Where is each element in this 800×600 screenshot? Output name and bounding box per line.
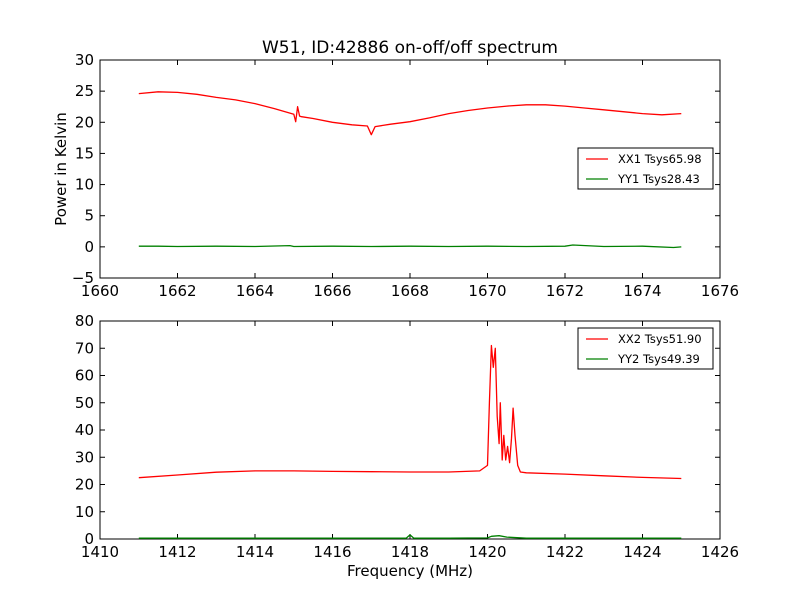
x-tick-label: 1668 — [391, 282, 429, 300]
y-tick-label: 25 — [75, 82, 94, 100]
x-tick-label: 1416 — [313, 543, 351, 561]
x-tick-label: 1662 — [158, 282, 196, 300]
legend-label: XX1 Tsys65.98 — [618, 152, 702, 166]
x-tick-label: 1674 — [623, 282, 661, 300]
legend-label: YY1 Tsys28.43 — [617, 172, 700, 186]
series-line-yy2 — [138, 534, 682, 539]
x-tick-label: 1666 — [313, 282, 351, 300]
legend-box — [577, 147, 714, 190]
y-tick-label: −5 — [72, 269, 94, 287]
y-tick-label: 20 — [75, 113, 94, 131]
y-tick-label: 70 — [75, 339, 94, 357]
x-tick-label: 1412 — [158, 543, 196, 561]
x-tick-label: 1676 — [701, 282, 739, 300]
y-tick-label: 15 — [75, 144, 94, 162]
x-tick-label: 1418 — [391, 543, 429, 561]
x-tick-label: 1420 — [468, 543, 506, 561]
series-line-xx2 — [138, 344, 682, 480]
x-tick-label: 1424 — [623, 543, 661, 561]
legend-label: XX2 Tsys51.90 — [618, 332, 702, 346]
x-tick-label: 1672 — [546, 282, 584, 300]
y-tick-label: 0 — [84, 530, 94, 548]
bottom-panel-1420-mhz: 1410 1412 1414 1416 1418 1420 1422 1424 1426 0 10 2… — [75, 312, 739, 580]
y-tick-label: 80 — [75, 312, 94, 330]
x-tick-label: 1664 — [236, 282, 274, 300]
legend: XX1 Tsys65.98 YY1 Tsys28.43 — [577, 147, 714, 190]
y-tick-label: 10 — [75, 176, 94, 194]
y-tick-label: 30 — [75, 448, 94, 466]
top-panel-1665-mhz: 1660 1662 1664 1666 1668 1670 1672 1674 1676 −5 0 5… — [52, 51, 739, 300]
y-tick-label: 30 — [75, 51, 94, 69]
x-axis-label: Frequency (MHz) — [347, 562, 473, 580]
y-tick-label: 20 — [75, 476, 94, 494]
x-tick-label: 1410 — [81, 543, 119, 561]
series-line-yy1 — [138, 244, 682, 249]
y-tick-label: 60 — [75, 367, 94, 385]
y-tick-label: 10 — [75, 503, 94, 521]
legend-box — [577, 327, 714, 370]
x-tick-label: 1422 — [546, 543, 584, 561]
y-tick-label: 0 — [84, 238, 94, 256]
legend-label: YY2 Tsys49.39 — [617, 352, 700, 366]
y-tick-label: 40 — [75, 421, 94, 439]
figure-title: W51, ID:42886 on-off/off spectrum — [262, 38, 558, 58]
y-tick-label: 50 — [75, 394, 94, 412]
legend: XX2 Tsys51.90 YY2 Tsys49.39 — [577, 327, 714, 370]
x-tick-label: 1426 — [701, 543, 739, 561]
x-tick-label: 1660 — [81, 282, 119, 300]
x-tick-label: 1414 — [236, 543, 274, 561]
y-axis-label: Power in Kelvin — [52, 112, 70, 226]
series-line-xx1 — [138, 91, 682, 136]
x-tick-label: 1670 — [468, 282, 506, 300]
y-tick-label: 5 — [84, 207, 94, 225]
